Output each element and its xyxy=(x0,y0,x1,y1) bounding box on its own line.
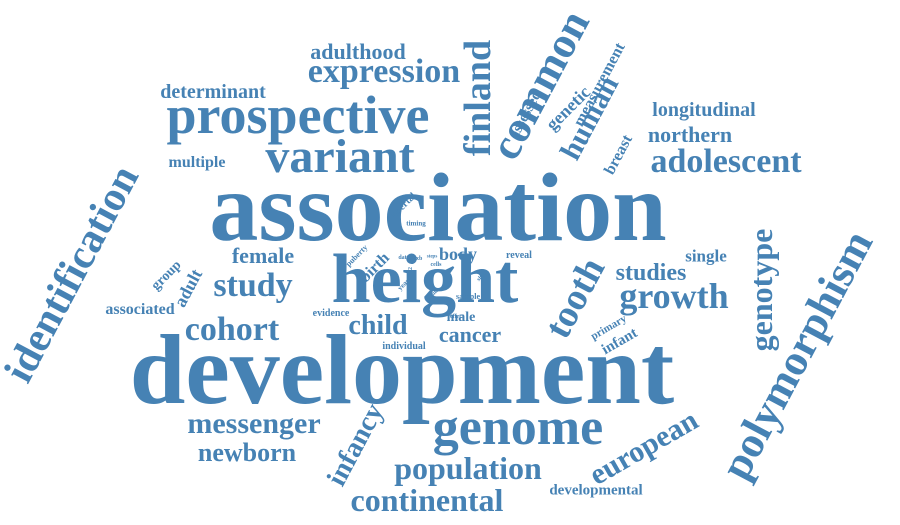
word-longitudinal: longitudinal xyxy=(652,99,756,121)
word-association: association xyxy=(209,154,667,262)
word-newborn: newborn xyxy=(197,438,297,467)
word-sample: sample xyxy=(456,292,480,301)
word-expression: expression xyxy=(307,53,461,90)
word-reveal: reveal xyxy=(506,250,532,261)
word-adolescent: adolescent xyxy=(650,143,802,180)
word-timing: timing xyxy=(406,219,426,228)
word-data: data xyxy=(398,255,410,261)
word-population: population xyxy=(394,450,542,486)
word-child: child xyxy=(348,310,408,341)
word-finland: finland xyxy=(457,39,499,157)
word-steps: steps xyxy=(426,254,438,260)
word-prospective: prospective xyxy=(166,85,430,145)
word-study: study xyxy=(213,267,293,304)
word-messenger: messenger xyxy=(187,407,321,440)
word-cancer: cancer xyxy=(438,322,502,347)
word-northern: northern xyxy=(647,122,733,147)
word-height: height xyxy=(331,241,519,318)
word-body: body xyxy=(438,244,478,264)
word-continental: continental xyxy=(350,482,504,518)
word-cohort: cohort xyxy=(184,311,280,348)
word-determinant: determinant xyxy=(160,81,266,103)
word-effect: effect xyxy=(450,314,464,320)
word-hoxb: hoxb xyxy=(409,256,423,262)
word-individual: individual xyxy=(382,341,426,352)
word-genome: genome xyxy=(432,399,604,456)
word-polymorphism: polymorphism xyxy=(710,222,883,488)
word-a2: a2 xyxy=(408,267,414,273)
word-multiple: multiple xyxy=(168,154,226,171)
word-adulthood: adulthood xyxy=(310,39,406,64)
word-cells: cells xyxy=(430,262,442,268)
word-variant: variant xyxy=(265,130,415,183)
word-single: single xyxy=(685,246,727,266)
word-evidence: evidence xyxy=(312,308,350,319)
word-developmental: developmental xyxy=(549,482,643,499)
word-studies: studies xyxy=(615,260,687,286)
word-male: male xyxy=(446,310,476,325)
word-identification: identification xyxy=(0,158,149,390)
word-growth: growth xyxy=(619,276,729,316)
word-female: female xyxy=(231,243,295,268)
word-genotype: genotype xyxy=(743,228,779,352)
word-associated: associated xyxy=(105,301,175,318)
word-development: development xyxy=(129,314,675,425)
